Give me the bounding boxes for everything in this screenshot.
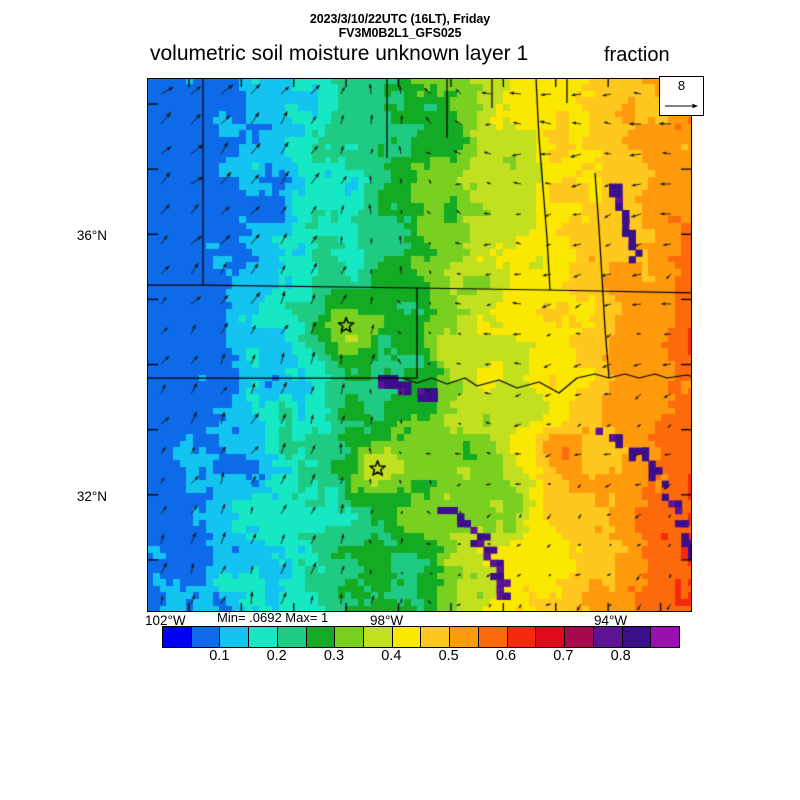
colorbar-cell	[622, 627, 652, 647]
lon-tick-label-98w: 98°W	[370, 613, 404, 628]
colorbar-cell	[651, 627, 679, 647]
colorbar-cell	[249, 627, 278, 647]
colorbar-cell	[335, 627, 365, 647]
colorbar-cell	[450, 627, 479, 647]
colorbar-tick-label: 0.6	[495, 648, 517, 664]
vector-scale-legend: 8	[659, 76, 704, 116]
colorbar-cell	[306, 627, 336, 647]
colorbar-cell	[421, 627, 451, 647]
colorbar[interactable]	[162, 626, 680, 648]
title-model-name: FV3M0B2L1_GFS025	[338, 26, 462, 40]
lat-tick-label-32n: 32°N	[76, 489, 107, 504]
colorbar-tick-label: 0.1	[209, 648, 230, 664]
page-title: volumetric soil moisture unknown layer 1	[150, 42, 529, 65]
vector-scale-value: 8	[677, 78, 686, 93]
colorbar-cell	[220, 627, 250, 647]
title-timestamp: 2023/3/10/22UTC (16LT), Friday	[309, 12, 491, 26]
colorbar-cell	[163, 627, 192, 647]
colorbar-cell	[507, 627, 537, 647]
colorbar-cell	[392, 627, 422, 647]
lon-tick-label-102w: 102°W	[145, 613, 186, 628]
colorbar-cell	[565, 627, 594, 647]
colorbar-tick-label: 0.4	[381, 648, 402, 664]
colorbar-cell	[536, 627, 566, 647]
colorbar-tick-labels: 0.1 0.2 0.3 0.4 0.5 0.6 0.7 0.8	[0, 648, 800, 668]
title-units: fraction	[604, 44, 670, 66]
colorbar-tick-label: 0.8	[610, 648, 631, 664]
colorbar-cell	[478, 627, 508, 647]
lat-tick-label-36n: 36°N	[76, 228, 107, 243]
colorbar-tick-label: 0.2	[266, 648, 287, 664]
colorbar-cell	[277, 627, 307, 647]
colorbar-tick-label: 0.5	[438, 648, 459, 664]
colorbar-cell	[191, 627, 221, 647]
colorbar-tick-label: 0.3	[323, 648, 345, 664]
colorbar-cell	[364, 627, 393, 647]
colorbar-tick-label: 0.7	[553, 648, 574, 664]
lon-tick-label-94w: 94°W	[594, 613, 628, 628]
map-plot-area[interactable]	[147, 78, 692, 612]
arrow-right-icon	[665, 103, 698, 109]
minmax-annotation: Min= .0692 Max= 1	[217, 610, 329, 625]
colorbar-cell	[593, 627, 623, 647]
